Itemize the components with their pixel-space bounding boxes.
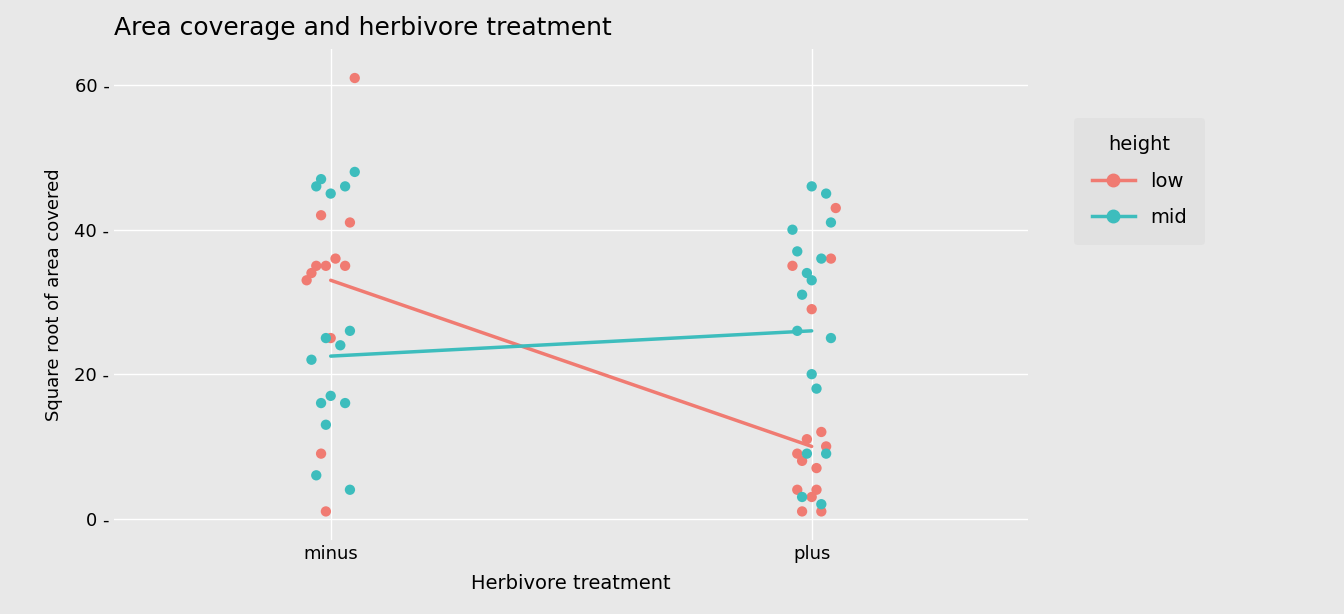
Point: [825, 203, 847, 213]
Point: [806, 485, 828, 495]
Point: [310, 211, 332, 220]
Point: [816, 449, 837, 459]
Text: Area coverage and herbivore treatment: Area coverage and herbivore treatment: [114, 16, 612, 41]
Point: [792, 507, 813, 516]
Point: [786, 485, 808, 495]
Point: [801, 305, 823, 314]
Point: [810, 427, 832, 437]
Point: [301, 268, 323, 278]
Point: [335, 398, 356, 408]
Point: [792, 290, 813, 300]
Point: [344, 73, 366, 83]
Point: [806, 384, 828, 394]
Point: [810, 254, 832, 263]
Point: [296, 275, 317, 285]
Point: [314, 420, 336, 430]
Point: [782, 261, 804, 271]
Point: [320, 391, 341, 401]
Point: [339, 326, 360, 336]
Point: [335, 182, 356, 192]
Point: [786, 326, 808, 336]
Point: [305, 470, 327, 480]
Point: [344, 167, 366, 177]
Point: [792, 456, 813, 466]
X-axis label: Herbivore treatment: Herbivore treatment: [472, 574, 671, 593]
Point: [801, 182, 823, 192]
Point: [820, 217, 841, 227]
Point: [796, 449, 817, 459]
Point: [320, 333, 341, 343]
Point: [310, 174, 332, 184]
Point: [325, 254, 347, 263]
Point: [314, 333, 336, 343]
Point: [314, 261, 336, 271]
Point: [816, 188, 837, 198]
Point: [782, 225, 804, 235]
Point: [339, 217, 360, 227]
Point: [820, 254, 841, 263]
Point: [806, 463, 828, 473]
Point: [796, 434, 817, 444]
Point: [816, 441, 837, 451]
Point: [792, 492, 813, 502]
Point: [810, 507, 832, 516]
Point: [320, 188, 341, 198]
Point: [339, 485, 360, 495]
Point: [801, 492, 823, 502]
Legend: low, mid: low, mid: [1074, 118, 1204, 245]
Point: [801, 369, 823, 379]
Point: [314, 507, 336, 516]
Point: [801, 275, 823, 285]
Point: [310, 449, 332, 459]
Point: [820, 333, 841, 343]
Point: [786, 246, 808, 256]
Point: [305, 182, 327, 192]
Point: [310, 398, 332, 408]
Point: [305, 261, 327, 271]
Point: [786, 449, 808, 459]
Point: [329, 340, 351, 350]
Point: [796, 268, 817, 278]
Y-axis label: Square root of area covered: Square root of area covered: [46, 168, 63, 421]
Point: [810, 499, 832, 509]
Point: [335, 261, 356, 271]
Point: [301, 355, 323, 365]
